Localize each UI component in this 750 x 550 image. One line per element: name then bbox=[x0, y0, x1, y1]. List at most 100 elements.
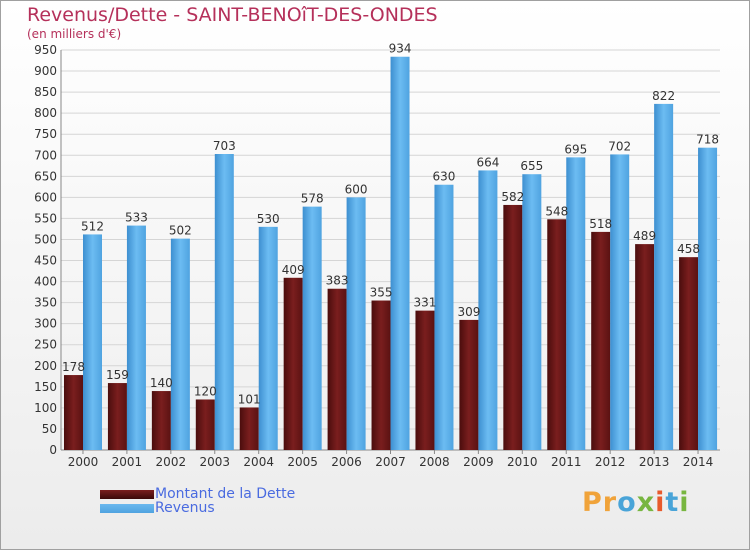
legend-label-revenue: Revenus bbox=[155, 500, 215, 516]
value-label-debt: 458 bbox=[677, 242, 700, 256]
value-label-debt: 101 bbox=[238, 392, 261, 406]
bar-debt bbox=[547, 219, 567, 450]
value-label-revenue: 664 bbox=[476, 155, 499, 169]
chart-title: Revenus/Dette - SAINT-BENOîT-DES-ONDES bbox=[27, 4, 438, 26]
bar-debt bbox=[151, 391, 171, 450]
y-tick-label: 700 bbox=[34, 148, 57, 162]
value-label-revenue: 502 bbox=[169, 224, 192, 238]
bar-debt bbox=[239, 407, 259, 450]
y-tick-label: 200 bbox=[34, 359, 57, 373]
bar-revenue bbox=[390, 56, 410, 450]
x-tick-label: 2000 bbox=[68, 455, 99, 469]
bar-debt bbox=[327, 288, 347, 450]
value-label-revenue: 533 bbox=[125, 211, 148, 225]
x-tick-label: 2003 bbox=[199, 455, 230, 469]
x-tick-label: 2002 bbox=[156, 455, 187, 469]
bar-revenue bbox=[126, 225, 146, 450]
proxiti-logo[interactable]: Proxiti bbox=[582, 487, 690, 518]
bar-debt bbox=[415, 310, 435, 450]
y-tick-label: 350 bbox=[34, 296, 57, 310]
value-label-revenue: 934 bbox=[389, 42, 412, 56]
legend-label-debt: Montant de la Dette bbox=[155, 486, 296, 502]
bar-revenue bbox=[522, 174, 542, 451]
value-label-debt: 582 bbox=[501, 190, 524, 204]
x-tick-label: 2005 bbox=[287, 455, 318, 469]
y-tick-label: 750 bbox=[34, 127, 57, 141]
value-label-debt: 489 bbox=[633, 229, 656, 243]
value-label-revenue: 703 bbox=[213, 139, 236, 153]
y-tick-label: 50 bbox=[42, 422, 57, 436]
bar-debt bbox=[503, 204, 523, 450]
y-tick-label: 600 bbox=[34, 190, 57, 204]
value-label-debt: 355 bbox=[370, 286, 393, 300]
value-label-debt: 548 bbox=[545, 204, 568, 218]
value-label-debt: 331 bbox=[414, 296, 437, 310]
y-tick-label: 400 bbox=[34, 275, 57, 289]
value-label-revenue: 702 bbox=[608, 139, 631, 153]
y-tick-label: 450 bbox=[34, 254, 57, 268]
bar-revenue bbox=[478, 170, 498, 450]
chart-subtitle: (en milliers d'€) bbox=[27, 27, 122, 41]
x-tick-label: 2011 bbox=[551, 455, 582, 469]
x-tick-label: 2004 bbox=[243, 455, 274, 469]
value-label-debt: 383 bbox=[326, 274, 349, 288]
y-tick-label: 900 bbox=[34, 64, 57, 78]
y-tick-label: 650 bbox=[34, 169, 57, 183]
bar-debt bbox=[107, 383, 127, 450]
x-tick-label: 2006 bbox=[331, 455, 362, 469]
y-tick-label: 950 bbox=[34, 43, 57, 57]
bar-debt bbox=[64, 375, 83, 450]
bar-revenue bbox=[214, 154, 234, 450]
bar-debt bbox=[635, 244, 655, 450]
value-label-revenue: 530 bbox=[257, 212, 280, 226]
bar-debt bbox=[679, 257, 699, 450]
y-tick-label: 500 bbox=[34, 232, 57, 246]
y-tick-label: 850 bbox=[34, 85, 57, 99]
value-label-revenue: 655 bbox=[520, 159, 543, 173]
value-label-revenue: 630 bbox=[433, 170, 456, 184]
y-tick-label: 800 bbox=[34, 106, 57, 120]
bar-revenue bbox=[654, 103, 674, 450]
bar-debt bbox=[195, 399, 215, 450]
value-label-debt: 178 bbox=[62, 360, 85, 374]
bar-revenue bbox=[434, 184, 454, 450]
x-tick-label: 2007 bbox=[375, 455, 406, 469]
bar-revenue bbox=[170, 238, 190, 450]
x-tick-label: 2001 bbox=[112, 455, 143, 469]
value-label-revenue: 695 bbox=[564, 142, 587, 156]
y-tick-label: 0 bbox=[49, 443, 57, 457]
bar-revenue bbox=[698, 147, 718, 450]
legend-swatch-revenue bbox=[100, 504, 154, 513]
value-label-revenue: 512 bbox=[81, 219, 104, 233]
bar-revenue bbox=[83, 234, 102, 450]
x-tick-label: 2012 bbox=[595, 455, 626, 469]
bar-debt bbox=[371, 300, 391, 450]
x-tick-label: 2013 bbox=[639, 455, 670, 469]
bar-revenue bbox=[346, 197, 366, 450]
value-label-revenue: 822 bbox=[652, 89, 675, 103]
value-label-debt: 309 bbox=[457, 305, 480, 319]
bar-revenue bbox=[566, 157, 586, 451]
bar-debt bbox=[283, 277, 303, 450]
bar-revenue bbox=[610, 154, 630, 450]
legend-swatch-debt bbox=[100, 490, 154, 499]
x-tick-label: 2010 bbox=[507, 455, 538, 469]
bar-revenue bbox=[302, 206, 322, 450]
value-label-debt: 140 bbox=[150, 376, 173, 390]
bar-debt bbox=[591, 231, 611, 450]
bar-debt bbox=[459, 319, 479, 450]
y-tick-label: 250 bbox=[34, 338, 57, 352]
value-label-debt: 120 bbox=[194, 384, 217, 398]
y-tick-label: 300 bbox=[34, 317, 57, 331]
value-label-revenue: 600 bbox=[345, 182, 368, 196]
value-label-debt: 159 bbox=[106, 368, 129, 382]
x-tick-label: 2014 bbox=[683, 455, 714, 469]
bar-revenue bbox=[258, 226, 278, 450]
value-label-revenue: 718 bbox=[696, 133, 719, 147]
x-tick-label: 2009 bbox=[463, 455, 494, 469]
y-tick-label: 550 bbox=[34, 211, 57, 225]
y-tick-label: 100 bbox=[34, 401, 57, 415]
y-tick-label: 150 bbox=[34, 380, 57, 394]
value-label-revenue: 578 bbox=[301, 192, 324, 206]
